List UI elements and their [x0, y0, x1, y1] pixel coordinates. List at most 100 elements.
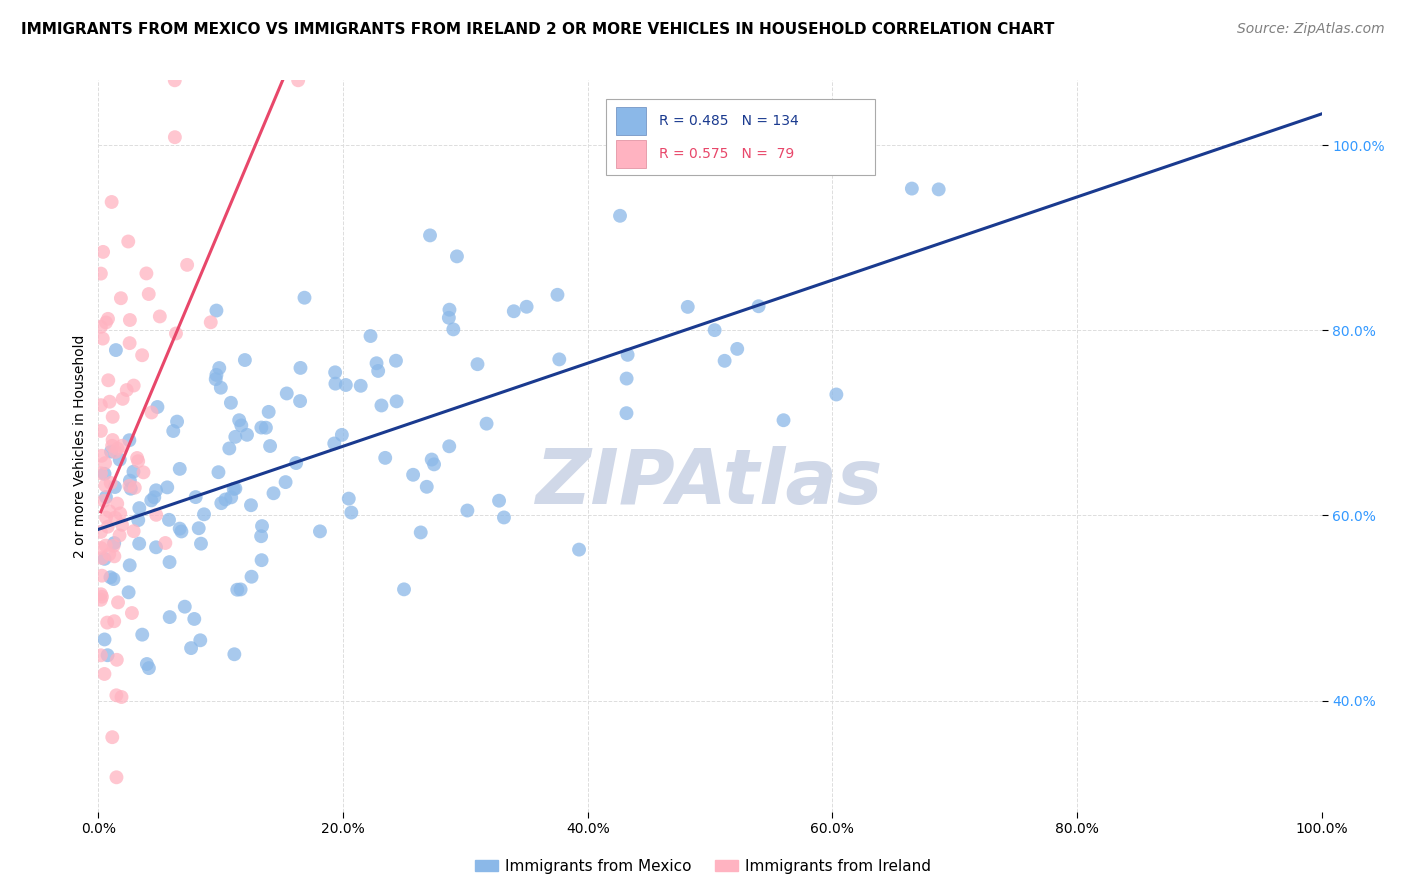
Point	[100, 194, 122, 209]
Point	[103, 572, 125, 586]
Point	[100, 570, 122, 584]
Point	[188, 633, 211, 648]
Point	[224, 430, 246, 444]
Point	[616, 406, 638, 420]
Point	[111, 517, 134, 532]
Point	[90, 587, 112, 601]
Point	[101, 409, 124, 424]
Point	[118, 558, 141, 573]
Point	[187, 521, 209, 535]
Point	[103, 536, 125, 550]
Point	[287, 73, 309, 87]
Point	[367, 364, 389, 378]
Point	[250, 420, 273, 434]
Point	[93, 493, 115, 508]
Point	[94, 490, 117, 504]
Point	[409, 525, 432, 540]
Point	[475, 417, 498, 431]
Point	[193, 508, 215, 522]
Point	[110, 291, 132, 305]
Point	[420, 452, 443, 467]
Point	[928, 182, 950, 196]
Point	[165, 326, 187, 341]
Point	[90, 319, 112, 334]
Point	[118, 434, 141, 448]
Point	[183, 612, 205, 626]
Point	[110, 507, 132, 521]
Point	[276, 386, 298, 401]
Point	[703, 323, 725, 337]
Point	[236, 427, 259, 442]
Point	[263, 486, 285, 500]
Point	[257, 405, 280, 419]
Point	[173, 599, 195, 614]
Point	[240, 570, 263, 584]
Point	[143, 490, 166, 504]
Point	[224, 482, 246, 496]
Point	[423, 458, 446, 472]
Point	[259, 439, 281, 453]
Point	[118, 336, 141, 351]
Point	[104, 343, 127, 357]
Point	[219, 491, 242, 505]
Text: R = 0.575   N =  79: R = 0.575 N = 79	[658, 147, 794, 161]
Point	[93, 667, 115, 681]
Point	[228, 413, 250, 427]
Point	[94, 510, 117, 524]
Point	[226, 582, 249, 597]
Point	[90, 267, 112, 281]
Point	[340, 506, 363, 520]
Point	[145, 508, 167, 522]
Point	[101, 730, 124, 744]
Point	[101, 433, 124, 447]
Point	[145, 483, 167, 498]
Point	[100, 444, 122, 458]
Point	[190, 537, 212, 551]
Point	[337, 491, 360, 506]
Point	[385, 353, 408, 368]
Point	[156, 480, 179, 494]
Point	[128, 501, 150, 516]
Point	[127, 513, 149, 527]
Point	[240, 498, 263, 512]
Point	[204, 372, 226, 386]
Point	[104, 480, 127, 494]
Point	[370, 399, 392, 413]
Point	[207, 465, 229, 479]
Point	[90, 592, 112, 607]
Point	[309, 524, 332, 539]
Point	[93, 552, 115, 566]
Point	[385, 394, 408, 409]
Point	[163, 73, 186, 87]
Point	[166, 415, 188, 429]
Point	[94, 478, 117, 492]
Point	[274, 475, 297, 489]
Point	[122, 524, 145, 538]
Point	[488, 493, 510, 508]
Point	[366, 356, 388, 370]
Point	[250, 529, 273, 543]
Point	[103, 549, 125, 564]
Point	[200, 315, 222, 329]
Point	[96, 648, 118, 663]
Point	[104, 510, 127, 524]
Point	[288, 394, 311, 409]
Point	[725, 342, 748, 356]
Point	[94, 316, 117, 330]
FancyBboxPatch shape	[616, 107, 647, 135]
Point	[117, 585, 139, 599]
Point	[456, 503, 478, 517]
Point	[209, 496, 232, 510]
Point	[748, 299, 770, 313]
Point	[325, 376, 347, 391]
Text: ZIPAtlas: ZIPAtlas	[536, 446, 884, 519]
Point	[176, 258, 198, 272]
Point	[159, 610, 181, 624]
Point	[446, 249, 468, 263]
Point	[98, 504, 121, 518]
Point	[120, 482, 142, 496]
Point	[127, 454, 149, 468]
Point	[110, 690, 132, 704]
Point	[94, 456, 117, 470]
Point	[108, 528, 131, 542]
